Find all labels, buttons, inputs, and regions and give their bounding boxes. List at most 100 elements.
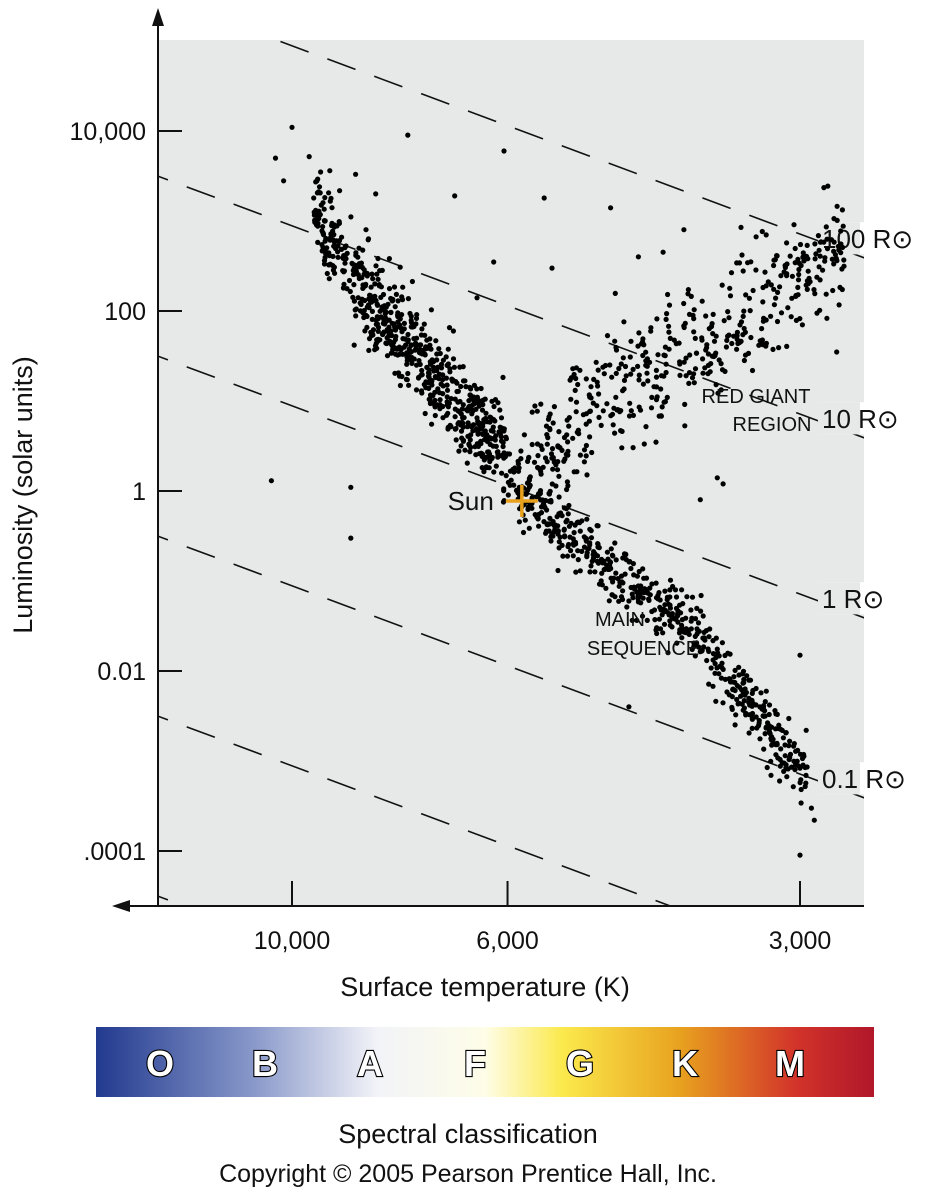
main-sequence-label-line-2: SEQUENCE xyxy=(587,638,699,660)
star-point xyxy=(769,742,775,748)
star-point xyxy=(367,292,373,298)
star-point xyxy=(665,650,671,656)
star-point xyxy=(724,337,730,343)
star-point xyxy=(492,437,498,443)
star-point xyxy=(331,232,337,238)
star-point xyxy=(373,191,379,197)
star-point xyxy=(351,342,357,348)
spectral-gradient xyxy=(96,1027,874,1097)
star-point xyxy=(683,626,689,632)
star-point xyxy=(628,371,634,377)
star-point xyxy=(788,314,794,320)
star-point xyxy=(708,361,714,367)
star-point xyxy=(729,679,735,685)
star-point xyxy=(348,535,354,541)
star-point xyxy=(374,301,380,307)
star-point xyxy=(587,569,593,575)
star-point xyxy=(703,628,709,634)
star-point xyxy=(702,365,708,371)
star-point xyxy=(838,250,844,256)
star-point xyxy=(404,377,410,383)
star-point xyxy=(580,412,587,418)
star-point xyxy=(741,325,747,332)
star-point xyxy=(399,329,405,335)
star-point xyxy=(774,253,780,259)
star-point xyxy=(339,234,345,240)
star-point xyxy=(628,584,634,591)
star-point xyxy=(739,671,746,677)
star-point xyxy=(683,355,689,361)
star-point xyxy=(375,328,381,334)
x-tick-label: 3,000 xyxy=(769,927,832,955)
star-point xyxy=(459,419,465,425)
star-point xyxy=(816,264,822,270)
star-point xyxy=(616,583,622,589)
star-point xyxy=(527,474,533,480)
star-point xyxy=(348,214,354,220)
star-point xyxy=(770,346,776,352)
star-point xyxy=(588,535,595,541)
star-point xyxy=(327,168,333,174)
star-point xyxy=(706,681,712,687)
star-point xyxy=(718,675,725,681)
star-point xyxy=(584,472,590,478)
star-point xyxy=(697,497,703,503)
star-point xyxy=(589,449,595,456)
star-point xyxy=(805,281,812,287)
star-point xyxy=(774,318,781,325)
star-point xyxy=(705,371,711,377)
star-point xyxy=(525,504,531,510)
star-point xyxy=(404,350,410,356)
star-point xyxy=(538,401,544,407)
star-point xyxy=(355,295,361,301)
star-point xyxy=(540,464,546,470)
star-point xyxy=(479,465,485,471)
star-point xyxy=(324,270,330,277)
star-point xyxy=(474,415,480,421)
star-point xyxy=(577,452,584,458)
star-point xyxy=(732,722,738,728)
star-point xyxy=(643,362,649,368)
star-point xyxy=(691,371,697,377)
star-point xyxy=(537,488,544,494)
star-point xyxy=(736,260,743,266)
star-point xyxy=(483,465,490,471)
star-point xyxy=(801,258,807,264)
star-point xyxy=(644,370,650,376)
star-point xyxy=(667,618,673,624)
y-tick-label: 1 xyxy=(132,478,146,506)
star-point xyxy=(457,364,463,370)
star-point xyxy=(710,651,717,657)
star-point xyxy=(722,676,729,683)
star-point xyxy=(571,542,577,548)
star-point xyxy=(606,598,612,604)
star-point xyxy=(803,772,809,779)
star-point xyxy=(619,445,625,451)
star-point xyxy=(736,664,742,670)
star-point xyxy=(608,205,614,211)
star-point xyxy=(431,368,437,374)
star-point xyxy=(727,651,733,657)
star-point xyxy=(656,616,663,622)
star-point xyxy=(570,435,576,441)
radius-lines xyxy=(158,40,864,906)
star-point xyxy=(664,594,671,600)
star-point xyxy=(720,481,726,487)
radius-label: 10 R⊙ xyxy=(822,404,899,434)
star-point xyxy=(440,372,446,378)
star-point xyxy=(719,660,725,666)
star-point xyxy=(322,247,328,253)
star-point xyxy=(737,684,743,690)
star-point xyxy=(766,711,772,718)
star-point xyxy=(427,396,433,402)
star-point xyxy=(640,352,646,359)
star-point xyxy=(341,253,347,259)
star-point xyxy=(634,573,641,579)
star-point xyxy=(475,397,482,403)
star-point xyxy=(815,233,822,239)
star-point xyxy=(648,405,655,411)
star-point xyxy=(399,297,406,303)
star-point xyxy=(772,708,778,714)
star-point xyxy=(816,247,822,253)
